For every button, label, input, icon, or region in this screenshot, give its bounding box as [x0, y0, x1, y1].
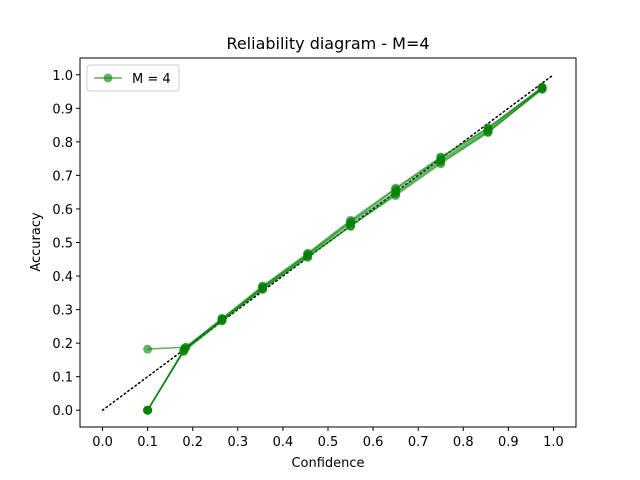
data-point: [217, 313, 227, 323]
chart-title: Reliability diagram - M=4: [226, 34, 429, 53]
series-4: [143, 82, 547, 415]
y-tick-label: 0.1: [52, 371, 73, 386]
data-point: [346, 215, 356, 225]
series-line: [146, 86, 543, 411]
x-tick-label: 0.1: [137, 435, 158, 450]
x-tick-label: 0.9: [498, 435, 519, 450]
data-point: [143, 405, 153, 415]
x-axis-label: Confidence: [291, 456, 364, 471]
y-tick-label: 0.6: [52, 203, 73, 218]
y-tick-label: 0.2: [52, 337, 73, 352]
data-point: [391, 183, 401, 193]
x-tick-label: 0.2: [182, 435, 203, 450]
series-line: [146, 88, 543, 411]
legend-box: [86, 64, 180, 92]
data-point: [537, 82, 547, 92]
data-point: [483, 123, 493, 133]
x-tick-label: 0.0: [92, 435, 113, 450]
y-tick-label: 0.3: [52, 304, 73, 319]
series-layer: [143, 82, 547, 415]
x-tick-label: 0.5: [318, 435, 339, 450]
data-point: [180, 343, 190, 353]
x-tick-label: 0.3: [227, 435, 248, 450]
y-tick-label: 0.9: [52, 102, 73, 117]
series-line: [146, 87, 543, 411]
y-tick-label: 0.4: [52, 270, 73, 285]
x-tick-label: 0.7: [408, 435, 429, 450]
legend: M = 4: [86, 64, 180, 92]
x-tick-label: 0.4: [273, 435, 294, 450]
legend-marker: [103, 73, 113, 83]
x-tick-label: 0.8: [453, 435, 474, 450]
data-point: [303, 248, 313, 258]
y-tick-label: 0.5: [52, 237, 73, 252]
x-tick-label: 0.6: [363, 435, 384, 450]
y-tick-label: 0.8: [52, 136, 73, 151]
legend-entry-label: M = 4: [132, 72, 171, 87]
plot-area: 0.0 0.1 0.2 0.3 0.4 0.5 0.6 0.7 0.8 0.9 1.0 0.0 0.1…: [52, 57, 577, 450]
y-axis-ticks: 0.0 0.1 0.2 0.3 0.4 0.5 0.6 0.7 0.8 0.9 1.0: [52, 69, 80, 419]
y-axis-label: Accuracy: [29, 212, 44, 272]
y-tick-label: 1.0: [52, 69, 73, 84]
x-axis-ticks: 0.0 0.1 0.2 0.3 0.4 0.5 0.6 0.7 0.8 0.9 1.0: [92, 427, 564, 450]
x-tick-label: 1.0: [543, 435, 564, 450]
data-point: [436, 152, 446, 162]
data-point: [258, 281, 268, 291]
y-tick-label: 0.7: [52, 169, 73, 184]
y-tick-label: 0.0: [52, 404, 73, 419]
data-point: [143, 344, 153, 354]
